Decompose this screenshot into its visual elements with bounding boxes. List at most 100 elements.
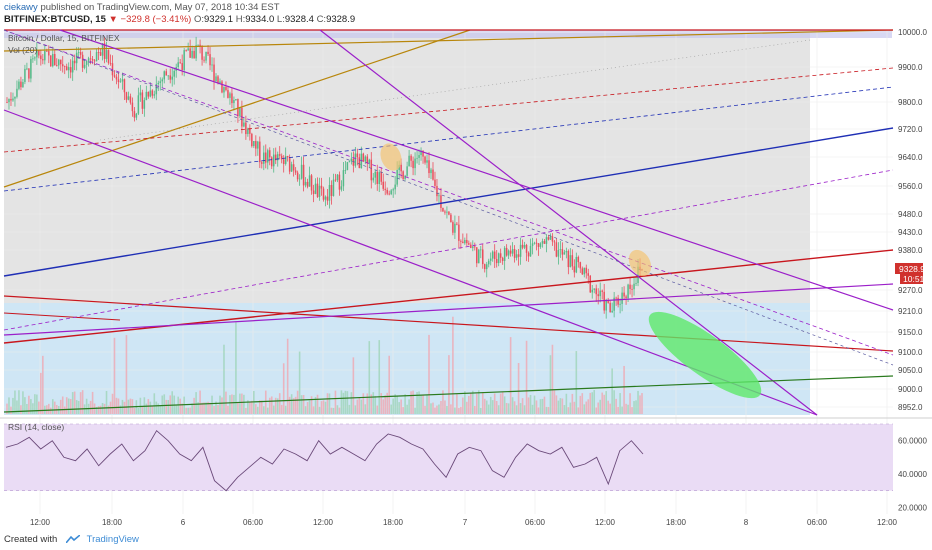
volume-bar [394, 394, 396, 414]
candle-body [63, 66, 66, 68]
candle-body [34, 57, 36, 59]
candle-body [505, 247, 508, 256]
volume-bar [223, 344, 225, 414]
candle-body [286, 156, 289, 158]
candle-body [412, 160, 414, 169]
volume-bar [499, 393, 502, 414]
candle-body [165, 71, 168, 76]
volume-bar [294, 396, 297, 414]
candle-body [356, 153, 359, 158]
volume-bar [157, 403, 160, 414]
volume-bar [149, 401, 152, 414]
volume-bar [589, 392, 592, 414]
candle-body [205, 51, 207, 61]
candle-body [225, 86, 227, 91]
author-link[interactable]: ciekawy [4, 2, 38, 13]
volume-bar [85, 398, 88, 414]
candle-body [203, 59, 205, 61]
candle-body [615, 297, 617, 299]
candle-body [59, 59, 62, 65]
main-legend: Bitcoin / Dollar, 15, BITFINEX [8, 33, 120, 43]
price-axis-label: 9210.0 [898, 307, 923, 316]
candle-body [563, 252, 566, 255]
volume-bar [46, 405, 48, 414]
candle-body [589, 275, 592, 293]
volume-bar [563, 405, 566, 414]
price-axis-label: 9430.0 [898, 228, 923, 237]
volume-bar [450, 404, 452, 414]
candle-body [316, 183, 319, 197]
volume-bar [376, 405, 379, 414]
volume-bar [481, 392, 484, 414]
time-axis-label: 18:00 [102, 518, 123, 527]
time-axis-label: 06:00 [525, 518, 546, 527]
candle-body [50, 55, 52, 67]
volume-bar [446, 405, 448, 414]
candle-body [149, 90, 152, 97]
candle-body [631, 288, 633, 290]
candle-body [350, 158, 353, 162]
candle-body [529, 245, 532, 257]
candle-body [115, 76, 118, 80]
volume-bar [139, 397, 142, 414]
trendline-14 [3, 29, 894, 356]
volume-bar [617, 406, 619, 414]
volume-bar [545, 406, 548, 414]
candle-body [6, 102, 8, 103]
footer: Created with TradingView [4, 534, 139, 545]
volume-bar [14, 390, 16, 414]
volume-bar [227, 405, 229, 414]
trendline-10 [3, 109, 818, 416]
volume-bar [75, 400, 78, 414]
candle-body [380, 172, 382, 182]
volume-bar [434, 407, 436, 414]
time-axis-label: 7 [463, 518, 468, 527]
candle-body [195, 45, 197, 59]
candle-body [16, 88, 18, 97]
volume-bar [328, 393, 331, 414]
candle-body [235, 99, 237, 101]
volume-bar [284, 405, 287, 414]
time-axis-label: 12:00 [595, 518, 616, 527]
publish-info: ciekawy published on TradingView.com, Ma… [4, 2, 280, 13]
candle-body [599, 290, 601, 297]
volume-bar [79, 392, 82, 414]
volume-bar [235, 322, 237, 414]
volume-bar [452, 316, 454, 414]
volume-bar [380, 393, 383, 414]
volume-bar [464, 391, 466, 414]
volume-bar [466, 401, 468, 414]
candle-body [143, 100, 146, 109]
volume-bar [603, 394, 605, 414]
candle-body [231, 93, 233, 104]
candle-body [575, 256, 578, 273]
candle-body [257, 141, 259, 149]
volume-bar [579, 395, 582, 414]
candle-body [215, 76, 217, 82]
candle-body [141, 92, 144, 109]
volume-bar [175, 404, 177, 414]
trendline-1 [3, 29, 894, 52]
axes: 10000.0 9900.0 9800.0 9720.0 9640.0 9560.0 948… [30, 28, 927, 527]
volume-bar [539, 399, 542, 414]
tradingview-brand[interactable]: TradingView [86, 534, 139, 545]
candle-body [565, 251, 568, 253]
volume-bar [511, 397, 514, 414]
candle-body [557, 250, 560, 257]
candle-body [501, 257, 504, 261]
volume-bar [20, 405, 22, 414]
price-axis-label: 9900.0 [898, 63, 923, 72]
candle-body [621, 292, 623, 304]
volume-bar [123, 401, 126, 414]
candle-body [585, 267, 588, 274]
candle-body [147, 91, 150, 97]
candle-body [227, 90, 229, 98]
candle-body [131, 102, 134, 112]
volume-bar [479, 407, 482, 414]
volume-bar [34, 394, 36, 414]
volume-bar [621, 406, 623, 414]
candle-body [456, 223, 458, 225]
volume-bar [145, 403, 148, 414]
candle-body [20, 81, 22, 88]
